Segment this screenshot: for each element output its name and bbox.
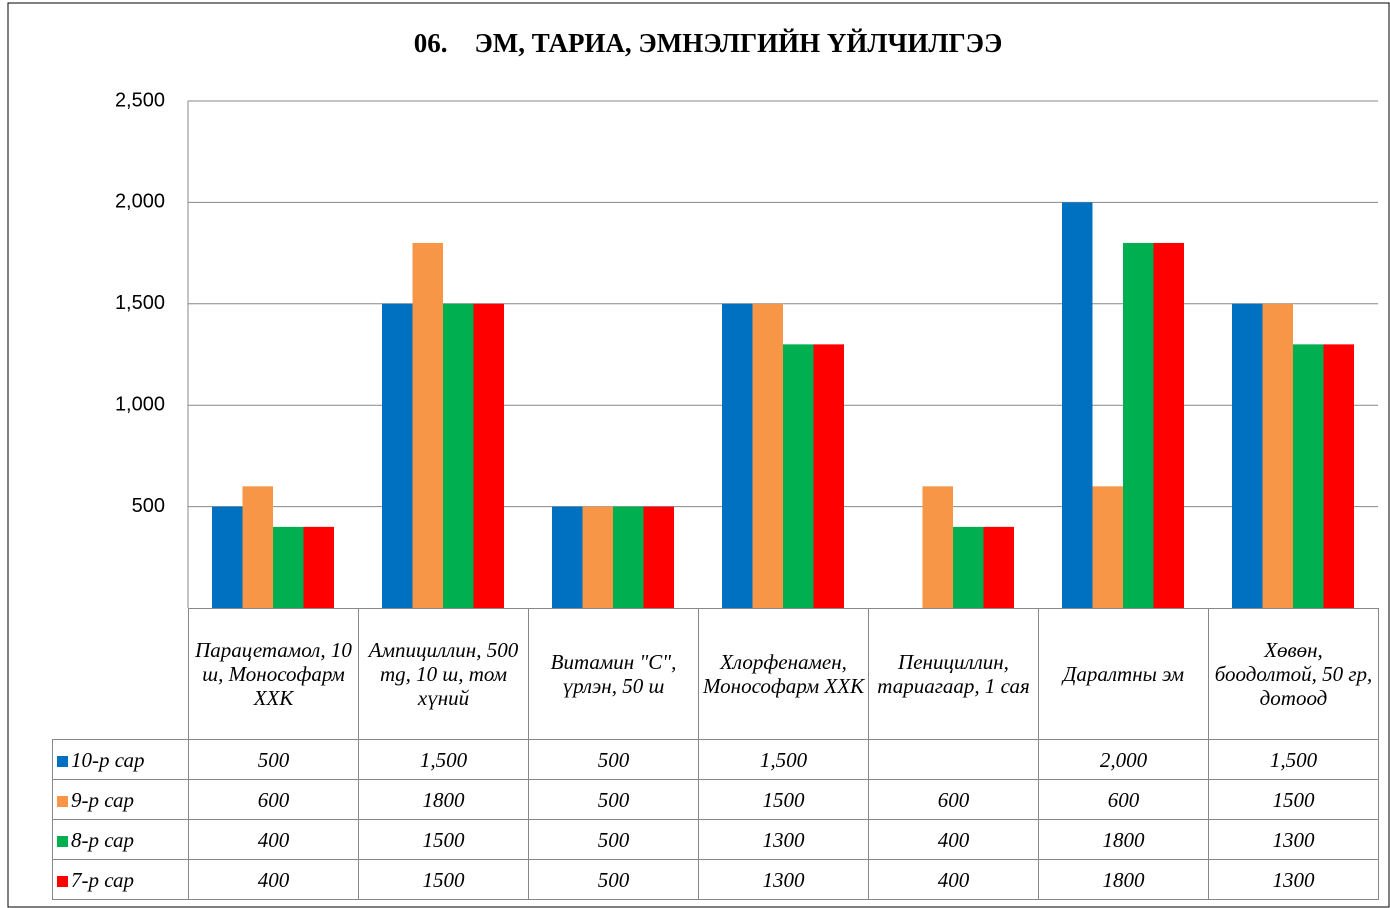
bar <box>212 506 243 608</box>
bar <box>643 506 674 608</box>
table-value: 1300 <box>1208 859 1379 900</box>
table-value: 1500 <box>698 779 869 820</box>
data-table: Парацетамол, 10 ш, Монософарм ХХК Ампицил… <box>52 608 1379 900</box>
category-label: Даралтны эм <box>1038 608 1209 740</box>
legend-cell: 10-р сар <box>52 739 189 780</box>
legend-cell: 8-р сар <box>52 819 189 860</box>
legend-cell: 9-р сар <box>52 779 189 820</box>
table-value: 1800 <box>1038 859 1209 900</box>
table-value: 2,000 <box>1038 739 1209 780</box>
bar <box>613 506 644 608</box>
category-label: Ампициллин, 500 mg, 10 ш, том хүний <box>358 608 529 740</box>
bar <box>1062 202 1093 608</box>
legend-label: 8-р сар <box>71 827 135 852</box>
y-tick-label: 1,500 <box>115 292 165 314</box>
y-tick-label: 2,500 <box>115 89 165 111</box>
table-value: 400 <box>188 819 359 860</box>
bar <box>752 303 783 608</box>
category-label: Витамин "С", үрлэн, 50 ш <box>528 608 699 740</box>
y-tick-label: 500 <box>132 495 165 517</box>
table-value: 600 <box>188 779 359 820</box>
bar <box>382 303 413 608</box>
table-value: 400 <box>188 859 359 900</box>
table-value: 600 <box>1038 779 1209 820</box>
bar <box>1153 242 1184 608</box>
table-value: 1300 <box>698 819 869 860</box>
table-value: 500 <box>528 819 699 860</box>
table-value: 1500 <box>358 859 529 900</box>
table-value: 1800 <box>358 779 529 820</box>
table-value: 1300 <box>1208 819 1379 860</box>
data-row: 8-р сар 400 1500 500 1300 400 1800 1300 <box>52 819 1379 860</box>
category-label: Парацетамол, 10 ш, Монософарм ХХК <box>188 608 359 740</box>
bar <box>783 344 814 608</box>
legend-swatch <box>57 875 68 887</box>
bar <box>552 506 583 608</box>
bar <box>473 303 504 608</box>
legend-label: 7-р сар <box>71 867 135 892</box>
data-row: 7-р сар 400 1500 500 1300 400 1800 1300 <box>52 859 1379 900</box>
bar <box>1323 344 1354 608</box>
bar <box>953 526 984 608</box>
y-tick-label: 2,000 <box>115 191 165 213</box>
legend-label: 9-р сар <box>71 787 135 812</box>
table-value: 1800 <box>1038 819 1209 860</box>
bar <box>922 486 953 608</box>
bar <box>443 303 474 608</box>
y-tick-label: 1,000 <box>115 393 165 415</box>
table-value: 500 <box>528 859 699 900</box>
category-label: Пенициллин, тариагаар, 1 сая <box>868 608 1039 740</box>
table-value: 500 <box>528 739 699 780</box>
table-value: 1500 <box>1208 779 1379 820</box>
chart-title: 06. ЭМ, ТАРИА, ЭМНЭЛГИЙН ҮЙЛЧИЛГЭЭ <box>414 28 1003 58</box>
bar <box>1123 242 1154 608</box>
bar <box>242 486 273 608</box>
table-value: 500 <box>188 739 359 780</box>
category-label: Хөвөн, боодолтой, 50 гр, дотоод <box>1208 608 1379 740</box>
legend-swatch <box>57 795 68 807</box>
bar <box>582 506 613 608</box>
data-row: 9-р сар 600 1800 500 1500 600 600 1500 <box>52 779 1379 820</box>
table-value: 1,500 <box>1208 739 1379 780</box>
bar <box>1293 344 1324 608</box>
bar <box>303 526 334 608</box>
bar <box>1232 303 1263 608</box>
legend-cell: 7-р сар <box>52 859 189 900</box>
bar <box>813 344 844 608</box>
category-label: Хлорфенамен, Монософарм ХХК <box>698 608 869 740</box>
legend-label: 10-р сар <box>71 747 145 772</box>
table-value <box>868 739 1039 780</box>
table-value: 500 <box>528 779 699 820</box>
table-value: 1,500 <box>358 739 529 780</box>
table-value: 1,500 <box>698 739 869 780</box>
table-value: 400 <box>868 819 1039 860</box>
corner-cell <box>52 608 189 740</box>
legend-swatch <box>57 835 68 847</box>
bar <box>1092 486 1123 608</box>
table-value: 1500 <box>358 819 529 860</box>
data-row: 10-р сар 500 1,500 500 1,500 2,000 1,500 <box>52 739 1379 780</box>
legend-swatch <box>57 755 68 767</box>
bar <box>412 242 443 608</box>
table-value: 400 <box>868 859 1039 900</box>
bar <box>983 526 1014 608</box>
table-value: 600 <box>868 779 1039 820</box>
bar <box>722 303 753 608</box>
table-value: 1300 <box>698 859 869 900</box>
bar <box>1262 303 1293 608</box>
frame <box>7 2 1390 908</box>
bar <box>273 526 304 608</box>
header-row: Парацетамол, 10 ш, Монософарм ХХК Ампицил… <box>52 608 1379 740</box>
